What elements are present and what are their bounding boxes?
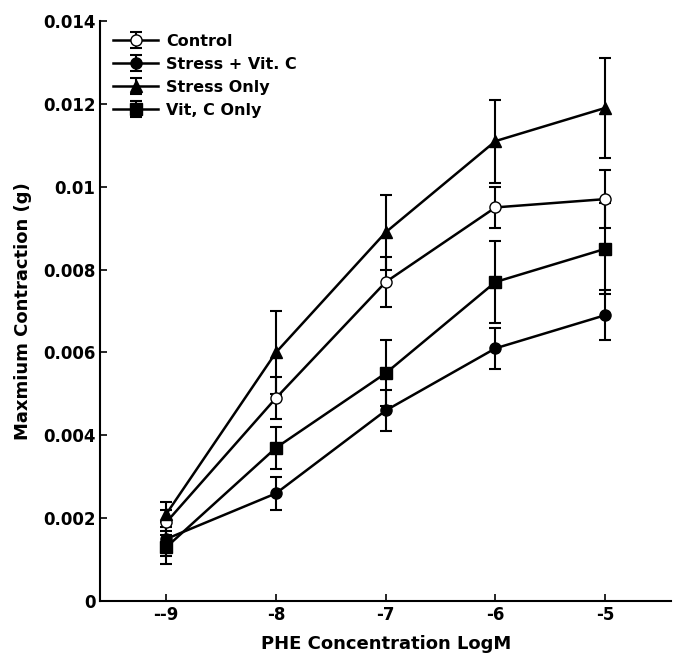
Legend: Control, Stress + Vit. C, Stress Only, Vit, C Only: Control, Stress + Vit. C, Stress Only, V…: [108, 29, 301, 123]
X-axis label: PHE Concentration LogM: PHE Concentration LogM: [260, 635, 511, 653]
Y-axis label: Maxmium Contraction (g): Maxmium Contraction (g): [14, 182, 32, 440]
